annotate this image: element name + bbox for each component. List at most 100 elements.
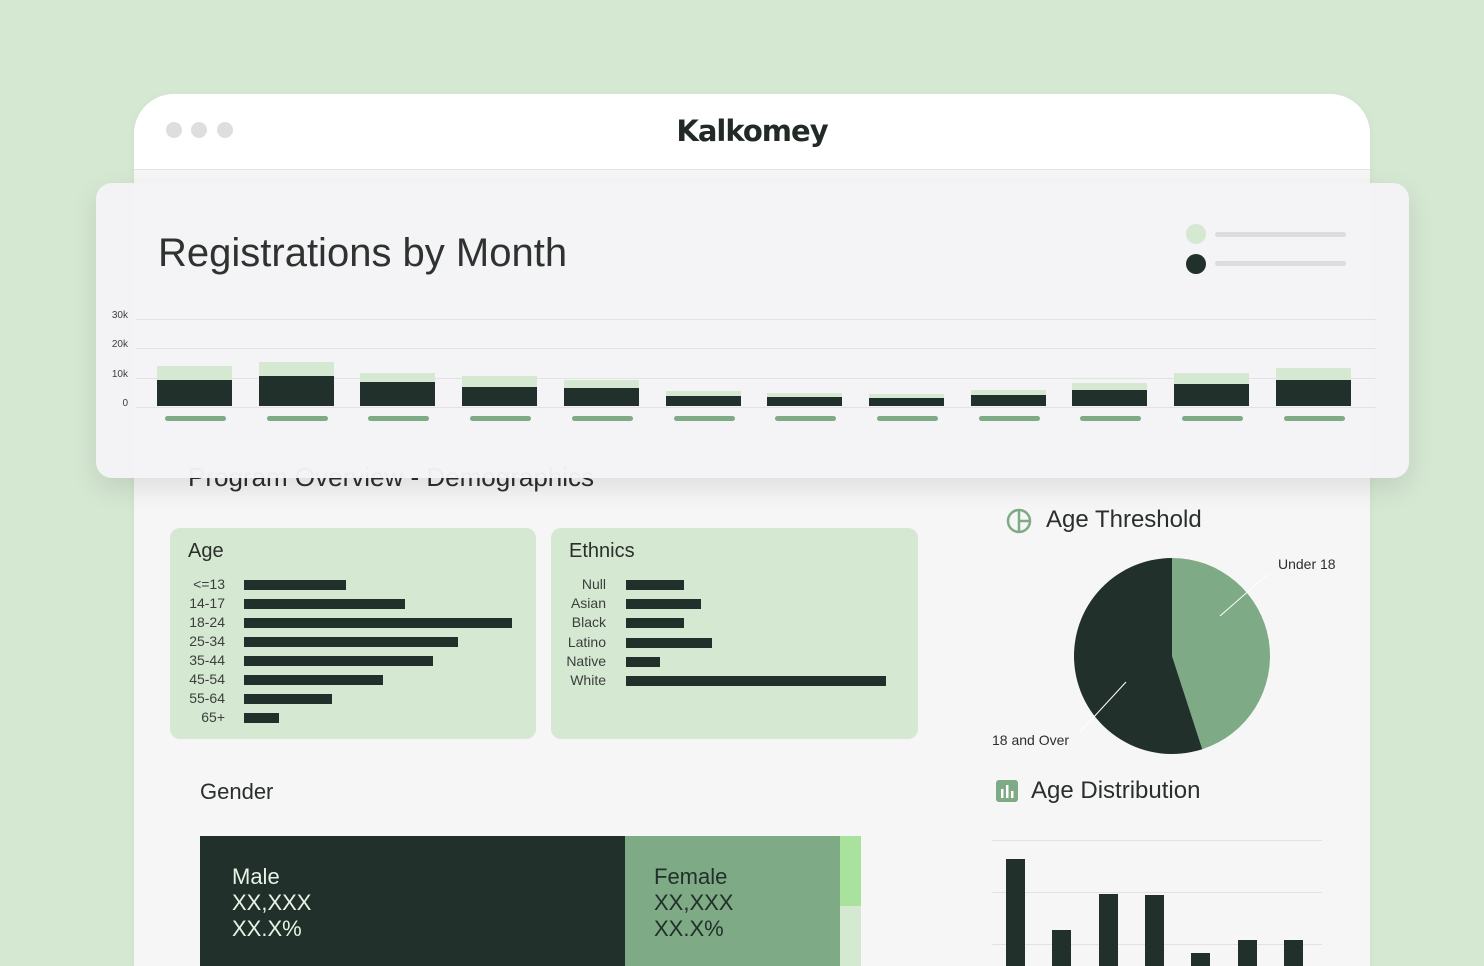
bar-row-bar — [244, 618, 512, 628]
age-card-title: Age — [188, 540, 224, 562]
bar-row: White — [551, 672, 918, 690]
month-bar-series-b[interactable] — [1174, 373, 1249, 385]
pie-label-18-and-over: 18 and Over — [992, 732, 1070, 748]
month-label-placeholder — [1080, 416, 1142, 421]
age-distribution-bar — [1144, 895, 1164, 966]
month-label-placeholder — [673, 416, 735, 421]
gridline — [136, 377, 1376, 379]
y-tick-label: 30k — [111, 310, 128, 321]
gender-female-pct: XX.X% — [654, 916, 724, 941]
month-bar-series-a[interactable] — [1275, 380, 1351, 406]
bar-row: Native — [551, 653, 918, 671]
bar-row-label: White — [570, 672, 606, 688]
month-bar-series-a[interactable] — [258, 376, 334, 406]
month-label-placeholder — [571, 416, 633, 421]
gender-male-label: Male — [232, 864, 280, 889]
month-bar-series-a[interactable] — [360, 381, 436, 406]
gridline — [136, 348, 1376, 350]
month-label-placeholder — [1182, 416, 1243, 421]
bar-row-label: 55-64 — [189, 690, 225, 706]
legend-line-series-b — [1215, 232, 1346, 237]
bar-row: Asian — [551, 595, 918, 613]
bar-row-bar — [244, 637, 458, 647]
bar-row: 55-64 — [170, 690, 536, 708]
gender-male-segment[interactable]: Male XX,XXX XX.X% — [200, 836, 625, 966]
bar-row-bar — [626, 656, 660, 667]
age-distribution-bar — [1006, 859, 1025, 966]
bar-row: Latino — [551, 634, 918, 652]
month-bar-series-a[interactable] — [970, 395, 1046, 406]
age-card: Age <=13 14-17 18-24 25-34 35-44 45-54 55-64 65… — [170, 528, 536, 739]
month-label-placeholder — [470, 416, 532, 421]
month-label-placeholder — [1283, 416, 1345, 421]
window-maximize-dot[interactable] — [217, 122, 233, 138]
registrations-chart-card: Registrations by Month 0 10k 20k 30k — [96, 183, 1409, 478]
age-distribution-bar — [1052, 930, 1072, 966]
legend-dot-series-a — [1186, 254, 1206, 274]
gender-female-count: XX,XXX — [654, 890, 734, 915]
month-bar-series-b[interactable] — [157, 366, 232, 380]
bar-row-label: 25-34 — [189, 633, 225, 649]
window-minimize-dot[interactable] — [191, 122, 207, 138]
age-distribution-bar — [1283, 940, 1303, 966]
month-bar-series-b[interactable] — [1072, 382, 1148, 391]
gridline — [136, 319, 1376, 320]
gender-other-segment[interactable] — [840, 836, 861, 906]
month-bar-series-a[interactable] — [462, 386, 538, 406]
window-titlebar: Kalkomey — [134, 94, 1370, 170]
age-threshold-pie — [1074, 558, 1270, 754]
month-label-placeholder — [876, 416, 938, 421]
month-bar-series-b[interactable] — [868, 394, 944, 398]
gender-unknown-segment[interactable] — [840, 906, 861, 966]
bar-row-label: 65+ — [201, 709, 225, 725]
age-distribution-title: Age Distribution — [1031, 777, 1201, 804]
bar-row-bar — [244, 656, 433, 666]
y-tick-label: 10k — [111, 368, 128, 380]
age-distribution-bar — [1237, 940, 1257, 966]
month-label-placeholder — [978, 416, 1040, 421]
bar-row-bar — [626, 599, 701, 610]
bar-row-label: Latino — [567, 633, 606, 650]
month-bar-series-b[interactable] — [360, 372, 436, 382]
bar-row-bar — [626, 676, 886, 686]
age-dist-gridline — [992, 892, 1322, 893]
month-bar-series-a[interactable] — [868, 397, 944, 406]
month-bar-series-a[interactable] — [767, 397, 843, 406]
pie-chart-icon — [1006, 508, 1032, 539]
month-bar-series-a[interactable] — [563, 388, 639, 406]
month-bar-series-a[interactable] — [157, 379, 232, 406]
bar-row-bar — [626, 580, 684, 590]
bar-row: 45-54 — [170, 671, 536, 689]
month-bar-series-a[interactable] — [665, 395, 741, 406]
kalkomey-logo: Kalkomey — [676, 114, 828, 148]
y-tick-label: 20k — [111, 339, 128, 351]
month-bar-series-b[interactable] — [258, 362, 334, 377]
pie-label-under-18: Under 18 — [1278, 556, 1336, 572]
bar-row: Null — [551, 576, 918, 594]
gender-male-count: XX,XXX — [232, 890, 312, 915]
bar-row-bar — [244, 675, 383, 685]
month-bar-series-b[interactable] — [970, 389, 1046, 396]
month-bar-series-a[interactable] — [1174, 384, 1249, 406]
bar-row-label: Black — [571, 614, 606, 631]
bar-row-bar — [244, 713, 279, 723]
bar-chart-icon — [996, 780, 1018, 807]
bar-row-bar — [626, 637, 712, 648]
gender-male-pct: XX.X% — [232, 916, 302, 941]
bar-row-label: 18-24 — [189, 614, 225, 630]
month-bar-series-b[interactable] — [1275, 367, 1351, 381]
gender-female-segment[interactable]: Female XX,XXX XX.X% — [625, 836, 840, 966]
month-bar-series-a[interactable] — [1072, 390, 1148, 406]
pie-slice-under-18[interactable] — [1172, 558, 1270, 750]
window-close-dot[interactable] — [166, 122, 182, 138]
legend-line-series-a — [1215, 261, 1346, 266]
gridline — [136, 407, 1376, 408]
ethnics-card-title: Ethnics — [569, 540, 635, 562]
month-label-placeholder — [165, 416, 226, 421]
month-bar-series-b[interactable] — [462, 376, 538, 387]
month-bar-series-b[interactable] — [767, 393, 843, 398]
month-bar-series-b[interactable] — [665, 391, 741, 396]
pie-slice-18-and-over[interactable] — [1074, 558, 1203, 754]
month-bar-series-b[interactable] — [563, 379, 639, 389]
bar-row: Black — [551, 614, 918, 632]
